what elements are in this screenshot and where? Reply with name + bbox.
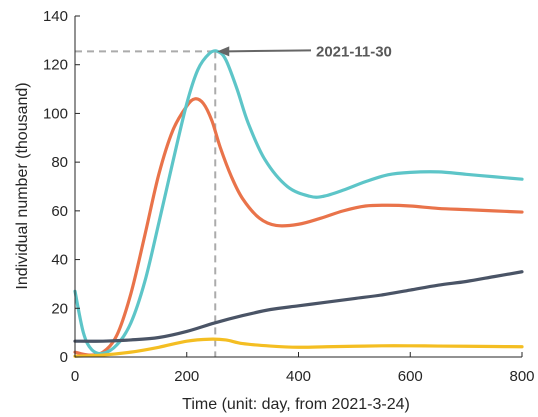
y-tick-label: 120 [43,57,68,74]
x-tick-label: 400 [286,368,311,385]
x-tick-label: 200 [174,368,199,385]
series-line-4 [73,337,524,358]
annotation-arrow-shaft [227,49,312,53]
series-line-2 [73,49,524,356]
y-ticks: 0 20 40 60 80 100 120 140 [43,8,80,366]
x-tick-label: 600 [398,368,423,385]
series-group [73,49,524,358]
y-tick-label: 40 [51,252,68,269]
x-ticks: 0 200 400 600 800 [71,352,535,385]
y-tick-label: 100 [43,105,68,122]
y-tick-label: 140 [43,8,68,25]
y-tick-label: 60 [51,203,68,220]
y-tick-label: 0 [60,349,68,366]
guide-lines [75,50,217,357]
y-tick-label: 20 [51,300,68,317]
x-tick-label: 800 [509,368,534,385]
series-line-3 [73,270,524,343]
annotation-arrow-head [217,46,230,57]
y-tick-label: 80 [51,154,68,171]
annotation-label: 2021-11-30 [316,43,392,60]
annotation: 2021-11-30 [217,43,392,60]
x-tick-label: 0 [71,368,79,385]
x-axis-label: Time (unit: day, from 2021-3-24) [182,396,410,413]
series-line-1 [73,97,524,357]
y-axis-label: Individual number (thousand) [14,82,31,289]
